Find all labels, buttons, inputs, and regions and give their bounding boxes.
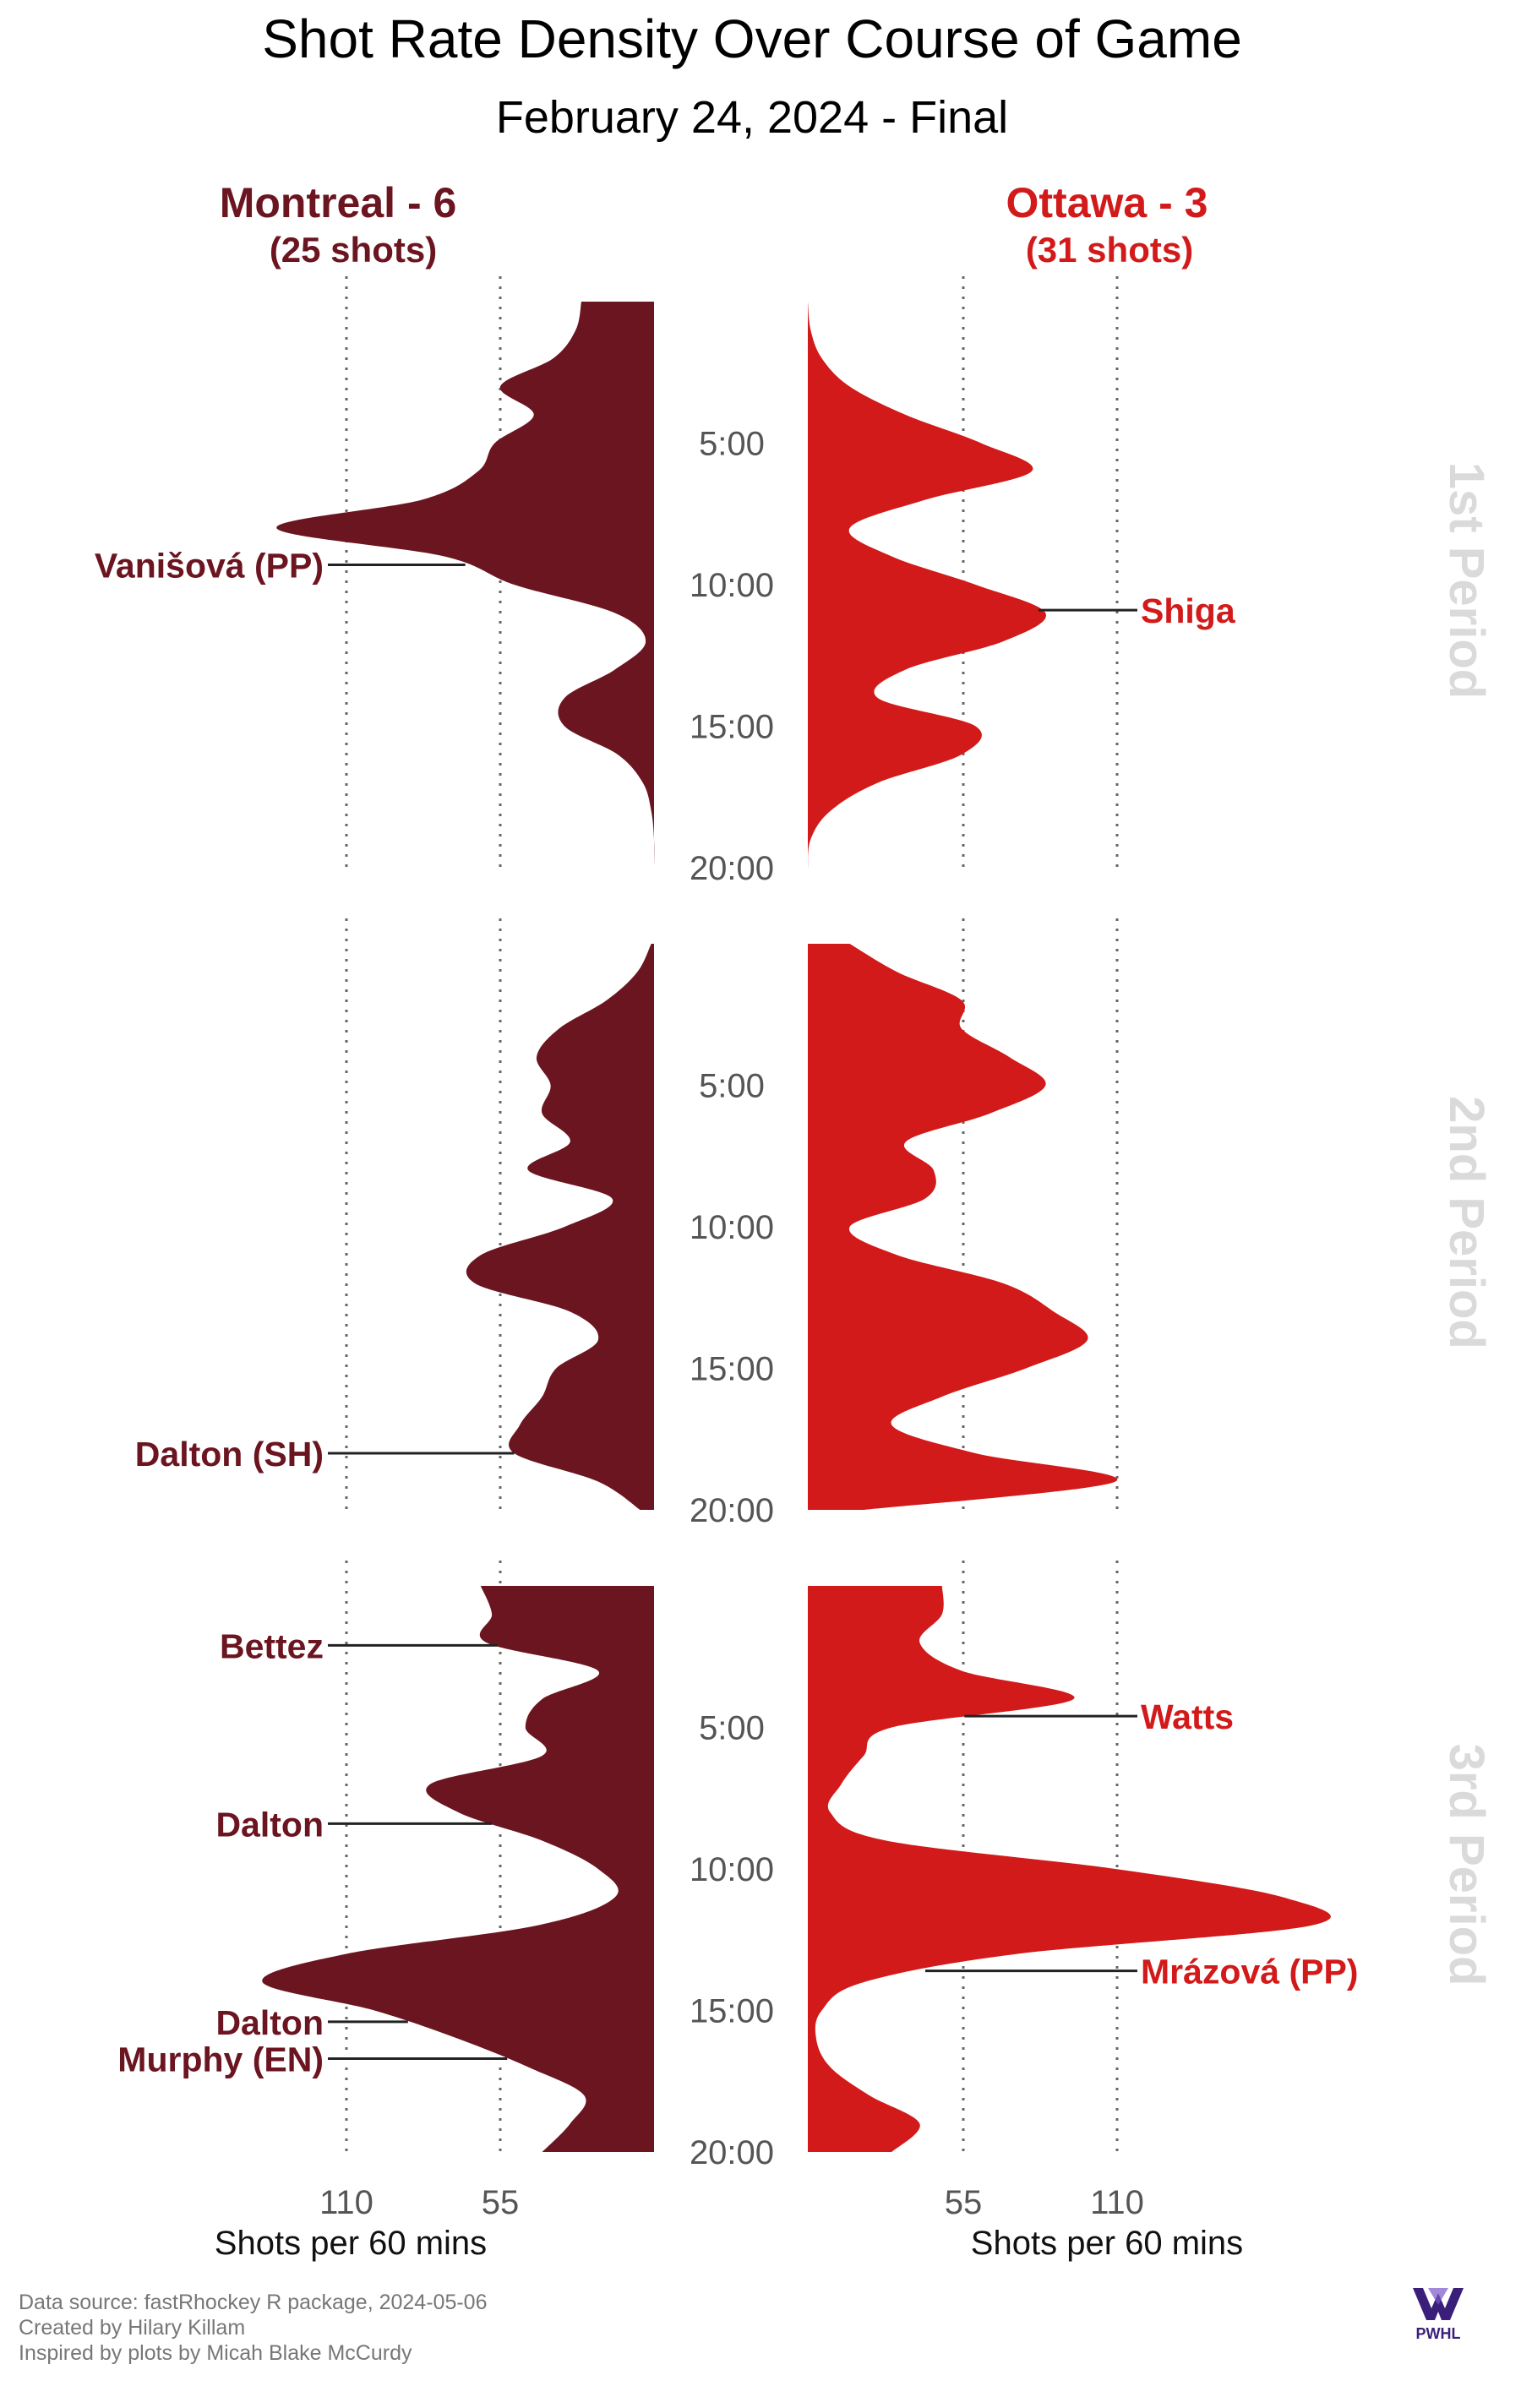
time-tick-p1-1: 5:00 — [699, 426, 765, 463]
time-tick-p2-1: 5:00 — [699, 1068, 765, 1105]
time-tick-p2-2: 10:00 — [690, 1209, 774, 1246]
left-axis-tick-55: 55 — [482, 2184, 520, 2221]
density-right-p3 — [808, 1586, 1331, 2152]
team-right-shots: (31 shots) — [1026, 230, 1193, 270]
right-axis-tick-110: 110 — [1090, 2184, 1144, 2221]
right-axis-title: Shots per 60 mins — [971, 2225, 1243, 2262]
goal-label-right-0: Shiga — [1141, 591, 1236, 630]
team-left-name: Montreal - 6 — [220, 179, 457, 226]
period-label-3: 3rd Period — [1439, 1744, 1494, 1986]
time-tick-p3-4: 20:00 — [690, 2134, 774, 2171]
density-right-p1 — [808, 302, 1047, 868]
time-tick-p1-3: 15:00 — [690, 709, 774, 746]
right-axis-tick-55: 55 — [945, 2184, 983, 2221]
caption-line-3: Inspired by plots by Micah Blake McCurdy — [19, 2341, 412, 2365]
goal-label-left-1: Dalton (SH) — [135, 1435, 324, 1474]
goal-label-left-4: Dalton — [215, 2003, 324, 2042]
density-left-p1 — [276, 302, 655, 868]
goal-label-right-2: Mrázová (PP) — [1141, 1953, 1358, 1991]
chart-title: Shot Rate Density Over Course of Game — [262, 8, 1242, 69]
goal-label-right-1: Watts — [1141, 1697, 1234, 1736]
density-left-p3 — [262, 1586, 654, 2152]
left-axis-title: Shots per 60 mins — [215, 2225, 487, 2262]
time-tick-p3-3: 15:00 — [690, 1993, 774, 2030]
goal-label-left-2: Bettez — [220, 1626, 324, 1665]
time-tick-p3-1: 5:00 — [699, 1710, 765, 1747]
period-label-1: 1st Period — [1439, 462, 1494, 699]
goal-label-left-5: Murphy (EN) — [117, 2040, 324, 2078]
time-tick-p1-4: 20:00 — [690, 850, 774, 887]
caption-line-2: Created by Hilary Killam — [19, 2316, 245, 2340]
density-right-p2 — [808, 944, 1118, 1510]
time-tick-p2-3: 15:00 — [690, 1351, 774, 1388]
goal-label-left-0: Vanišová (PP) — [95, 547, 324, 586]
time-tick-p3-2: 10:00 — [690, 1851, 774, 1888]
team-left-shots: (25 shots) — [270, 230, 437, 270]
period-label-2: 2nd Period — [1439, 1096, 1494, 1349]
goal-label-left-3: Dalton — [215, 1805, 324, 1844]
team-right-name: Ottawa - 3 — [1006, 179, 1208, 226]
chart-subtitle: February 24, 2024 - Final — [496, 92, 1008, 143]
time-tick-p1-2: 10:00 — [690, 567, 774, 604]
density-areas — [262, 302, 1331, 2152]
density-left-p2 — [466, 944, 654, 1510]
left-axis-tick-110: 110 — [319, 2184, 373, 2221]
time-tick-labels: 5:00 10:00 15:00 20:00 5:00 10:00 15:00 20:00 5:… — [690, 426, 774, 2172]
pwhl-logo: PWHL — [1413, 2288, 1464, 2342]
caption-line-1: Data source: fastRhockey R package, 2024… — [19, 2291, 487, 2314]
goal-annotations: Vanišová (PP) Dalton (SH) Bettez Dalton Dalt… — [95, 547, 1359, 2079]
logo-text: PWHL — [1416, 2325, 1461, 2342]
period-labels: 1st Period 2nd Period 3rd Period — [1439, 462, 1494, 1986]
time-tick-p2-4: 20:00 — [690, 1492, 774, 1529]
